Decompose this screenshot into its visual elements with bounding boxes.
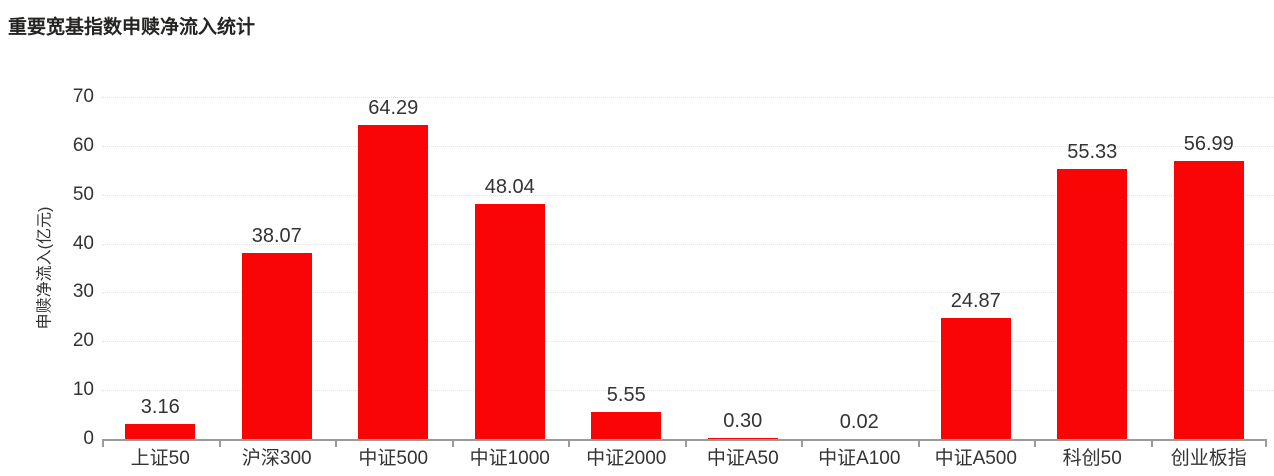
bar-中证2000[interactable] (591, 411, 662, 439)
bar-slot-中证A100: 0.02 (801, 97, 918, 439)
gridline-60 (102, 145, 1274, 147)
x-axis-line (102, 439, 1267, 441)
y-axis-tick-labels: 0 10 20 30 40 50 60 70 (0, 86, 94, 449)
x-tick-mark-8 (1034, 441, 1036, 447)
category-label-科创50: 科创50 (1062, 448, 1122, 469)
bar-slot-沪深300: 38.07 (219, 97, 336, 439)
x-tick-mark-4 (568, 441, 570, 447)
y-tick-label-60: 60 (72, 134, 94, 156)
bar-value-label-中证1000: 48.04 (484, 176, 535, 199)
category-label-中证A500: 中证A500 (934, 448, 1017, 469)
bar-value-label-中证A50: 0.30 (723, 409, 763, 432)
x-axis-category-labels: 上证50 沪深300 中证500 中证1000 中证2000 中证A50 中证A100 中证A… (102, 448, 1267, 470)
category-label-中证A50: 中证A50 (706, 448, 779, 469)
category-label-中证A100: 中证A100 (818, 448, 901, 469)
gridline-20 (102, 341, 1274, 343)
y-tick-label-40: 40 (72, 232, 94, 254)
bar-slot-科创50: 55.33 (1034, 97, 1151, 439)
bar-value-label-中证2000: 5.55 (606, 383, 646, 406)
x-tick-mark-10 (1265, 441, 1267, 447)
bar-value-label-上证50: 3.16 (140, 395, 180, 418)
bar-创业板指[interactable] (1173, 160, 1244, 439)
bar-中证A500[interactable] (940, 317, 1011, 439)
x-tick-mark-5 (684, 441, 687, 447)
category-label-创业板指: 创业板指 (1170, 448, 1247, 469)
bar-value-label-中证500: 64.29 (368, 96, 419, 119)
bar-value-label-科创50: 55.33 (1067, 140, 1118, 163)
bar-slot-中证A50: 0.30 (685, 97, 802, 439)
x-tick-mark-1 (218, 441, 221, 447)
category-label-中证1000: 中证1000 (469, 448, 550, 469)
y-tick-label-50: 50 (72, 183, 94, 205)
bar-沪深300[interactable] (241, 253, 312, 439)
bar-value-label-创业板指: 56.99 (1183, 132, 1234, 155)
gridline-50 (102, 194, 1274, 196)
x-tick-mark-9 (1150, 441, 1153, 447)
category-label-中证2000: 中证2000 (586, 448, 667, 469)
bar-中证500[interactable] (358, 124, 429, 439)
x-tick-mark-0 (102, 441, 104, 447)
gridline-40 (102, 243, 1274, 245)
x-tick-mark-3 (451, 441, 454, 447)
bar-slot-上证50: 3.16 (102, 97, 219, 439)
y-tick-label-20: 20 (72, 330, 94, 352)
bar-slot-中证A500: 24.87 (918, 97, 1035, 439)
bar-中证1000[interactable] (474, 204, 545, 439)
x-tick-mark-2 (335, 441, 337, 447)
bar-slot-创业板指: 56.99 (1151, 97, 1268, 439)
y-tick-label-70: 70 (72, 86, 94, 107)
y-tick-label-0: 0 (83, 428, 94, 449)
bar-value-label-沪深300: 38.07 (251, 225, 302, 248)
category-label-上证50: 上证50 (130, 448, 190, 469)
bar-value-label-中证A500: 24.87 (950, 289, 1001, 312)
y-tick-label-10: 10 (72, 379, 94, 401)
category-label-沪深300: 沪深300 (241, 448, 312, 469)
bar-中证A50[interactable] (707, 437, 778, 439)
x-tick-mark-6 (801, 441, 803, 447)
bar-slot-中证2000: 5.55 (568, 97, 685, 439)
bar-slot-中证1000: 48.04 (452, 97, 569, 439)
plot-area: 3.16 38.07 64.29 48.04 5.55 0.30 0.02 24.87 55.3… (102, 97, 1274, 447)
gridline-70 (102, 97, 1274, 98)
chart-title: 重要宽基指数申赎净流入统计 (8, 17, 256, 38)
bar-上证50[interactable] (125, 423, 196, 439)
bar-value-label-中证A100: 0.02 (839, 410, 879, 433)
gridline-30 (102, 292, 1274, 294)
x-tick-mark-7 (917, 441, 920, 447)
bar-slot-中证500: 64.29 (335, 97, 452, 439)
category-label-中证500: 中证500 (358, 448, 429, 469)
bar-科创50[interactable] (1057, 168, 1128, 439)
y-tick-label-30: 30 (72, 281, 94, 303)
gridline-10 (102, 390, 1274, 392)
bars-layer: 3.16 38.07 64.29 48.04 5.55 0.30 0.02 24.87 55.3… (102, 97, 1267, 439)
